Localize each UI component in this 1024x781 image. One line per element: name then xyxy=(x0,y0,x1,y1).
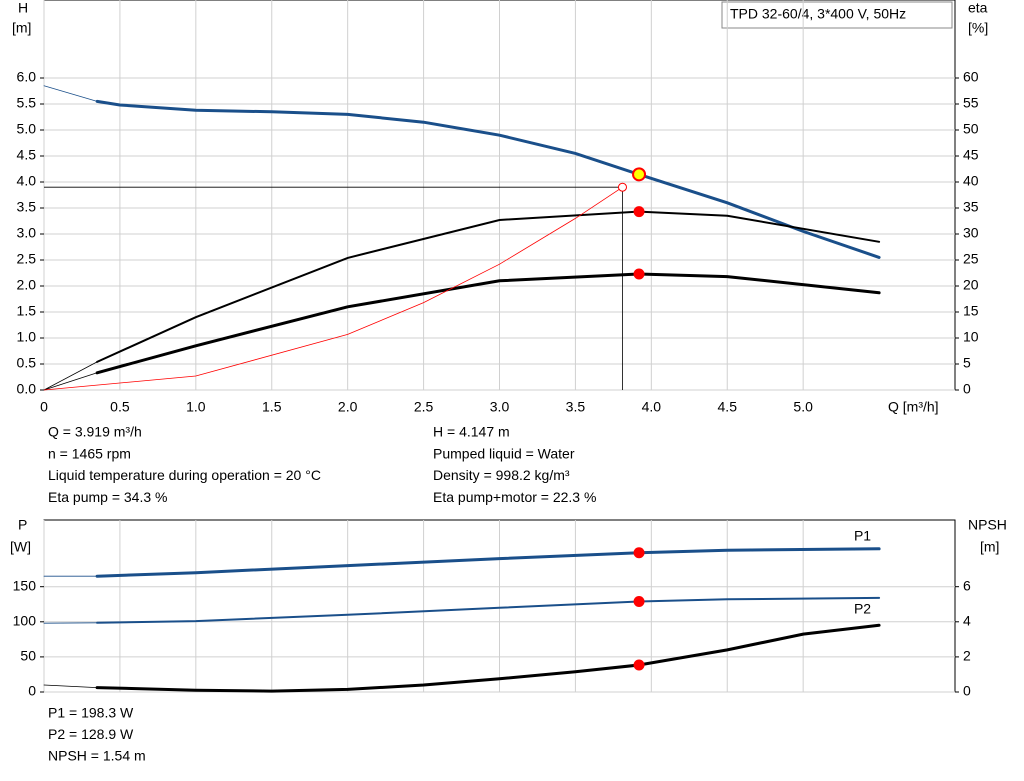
info-text: P2 = 128.9 W xyxy=(48,726,134,742)
curve-extension xyxy=(43,372,98,391)
y2-tick-label: 2 xyxy=(963,648,971,664)
y-axis-unit: [m] xyxy=(12,20,31,36)
curve-extension xyxy=(43,684,98,688)
operating-point xyxy=(633,659,645,671)
legend-label: P1 xyxy=(854,527,871,543)
y2-tick-label: 0 xyxy=(963,683,971,699)
y2-tick-label: 10 xyxy=(963,329,979,345)
info-text: n = 1465 rpm xyxy=(48,445,131,461)
y2-tick-label: 55 xyxy=(963,95,979,111)
y-tick-label: 2.0 xyxy=(17,277,37,293)
operating-point xyxy=(633,206,645,218)
info-text: Eta pump+motor = 22.3 % xyxy=(433,489,596,505)
info-text: Q = 3.919 m³/h xyxy=(48,424,142,440)
y2-tick-label: 45 xyxy=(963,147,979,163)
y2-tick-label: 60 xyxy=(963,69,979,85)
y-axis-unit: [W] xyxy=(10,539,31,555)
y-axis-label: H xyxy=(18,0,28,16)
y2-tick-label: 5 xyxy=(963,355,971,371)
info-text: Eta pump = 34.3 % xyxy=(48,489,167,505)
info-text: Liquid temperature during operation = 20… xyxy=(48,467,321,483)
x-tick-label: 2.5 xyxy=(414,399,434,415)
info-text: H = 4.147 m xyxy=(433,424,510,440)
y-tick-label: 1.5 xyxy=(17,303,37,319)
x-tick-label: 4.5 xyxy=(718,399,738,415)
y2-tick-label: 40 xyxy=(963,173,979,189)
y-tick-label: 4.5 xyxy=(17,147,37,163)
system-curve xyxy=(43,186,623,391)
y-tick-label: 0.0 xyxy=(17,381,37,397)
y-tick-label: 3.0 xyxy=(17,225,37,241)
curve-layer xyxy=(43,85,881,693)
x-tick-label: 0 xyxy=(40,399,48,415)
y2-tick-label: 15 xyxy=(963,303,979,319)
curve xyxy=(95,99,881,259)
y-tick-label: 100 xyxy=(13,612,37,628)
y2-axis-label: NPSH xyxy=(968,517,1007,533)
y-tick-label: 5.5 xyxy=(17,95,37,111)
x-tick-label: 0.5 xyxy=(110,399,130,415)
x-tick-label: 3.0 xyxy=(490,399,510,415)
title-box xyxy=(721,1,953,29)
y-tick-label: 0.5 xyxy=(17,355,37,371)
y-tick-label: 1.0 xyxy=(17,329,37,345)
info-text: Pumped liquid = Water xyxy=(433,445,575,461)
y2-tick-label: 50 xyxy=(963,121,979,137)
operating-point xyxy=(633,268,645,280)
x-tick-label: 2.0 xyxy=(338,399,358,415)
legend-label: P2 xyxy=(854,601,871,617)
curve xyxy=(96,210,881,363)
y2-tick-label: 0 xyxy=(963,381,971,397)
curve xyxy=(95,272,881,375)
curve xyxy=(95,623,881,693)
info-text: Density = 998.2 kg/m³ xyxy=(433,467,570,483)
curve-extension xyxy=(43,361,98,391)
y-tick-label: 3.5 xyxy=(17,199,37,215)
y-tick-label: 2.5 xyxy=(17,251,37,267)
x-tick-label: 4.0 xyxy=(642,399,662,415)
y2-axis-label: eta xyxy=(968,0,988,16)
y2-axis-unit: [%] xyxy=(968,20,988,36)
y-tick-label: 6.0 xyxy=(17,69,37,85)
y-tick-label: 150 xyxy=(13,577,37,593)
y2-tick-label: 6 xyxy=(963,577,971,593)
x-axis-label: Q [m³/h] xyxy=(888,399,939,415)
duty-point xyxy=(617,182,627,192)
info-text: NPSH = 1.54 m xyxy=(48,748,146,764)
curve xyxy=(96,596,881,624)
y2-tick-label: 25 xyxy=(963,251,979,267)
info-text: P1 = 198.3 W xyxy=(48,705,134,721)
y-tick-label: 0 xyxy=(28,683,36,699)
y2-tick-label: 20 xyxy=(963,277,979,293)
y-axis-label: P xyxy=(18,517,27,533)
y-tick-label: 5.0 xyxy=(17,121,37,137)
operating-point xyxy=(632,167,647,182)
x-tick-label: 1.0 xyxy=(186,399,206,415)
y-tick-label: 4.0 xyxy=(17,173,37,189)
x-tick-label: 5.0 xyxy=(793,399,813,415)
x-tick-label: 3.5 xyxy=(566,399,586,415)
y2-tick-label: 30 xyxy=(963,225,979,241)
y2-axis-unit: [m] xyxy=(980,539,999,555)
x-tick-label: 1.5 xyxy=(262,399,282,415)
y2-tick-label: 35 xyxy=(963,199,979,215)
operating-point xyxy=(633,547,645,559)
chart-title: TPD 32-60/4, 3*400 V, 50Hz xyxy=(730,6,906,22)
y-tick-label: 50 xyxy=(20,648,36,664)
curve xyxy=(95,547,881,578)
y2-tick-label: 4 xyxy=(963,612,971,628)
operating-point xyxy=(633,596,645,608)
curve-extension xyxy=(43,85,98,102)
